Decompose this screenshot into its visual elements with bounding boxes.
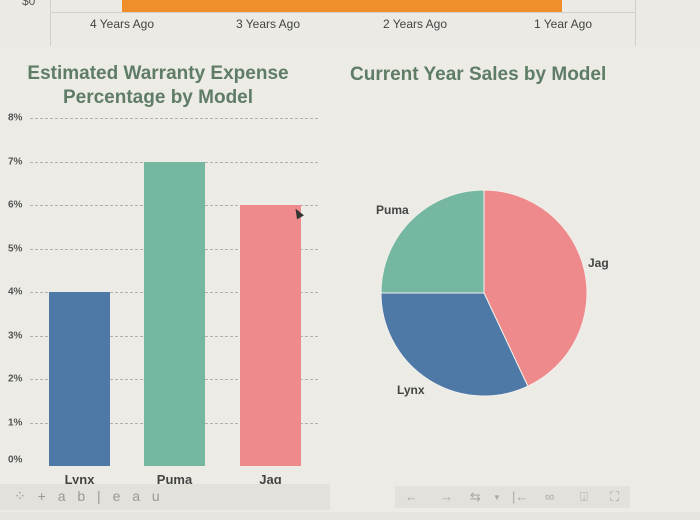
pie-label-lynx: Lynx [397, 383, 425, 397]
gridline [30, 118, 318, 119]
y-tick-label: 1% [8, 417, 23, 428]
reset-icon[interactable]: |← [512, 489, 529, 504]
axis-divider [635, 0, 636, 46]
y-tick-label: 3% [8, 330, 23, 341]
tableau-logo-icon: ⁘ [14, 488, 30, 504]
pie-slice-jag[interactable] [483, 189, 588, 387]
tableau-logo-text: + a b | e a u [37, 488, 164, 504]
download-icon[interactable]: ⍗ [580, 489, 588, 504]
bar-jag[interactable] [240, 205, 301, 466]
x-label: 4 Years Ago [89, 17, 155, 31]
y-tick-label: 7% [8, 156, 23, 167]
y-tick-label: 0% [8, 454, 23, 466]
bar-lynx[interactable] [49, 292, 110, 466]
bar-chart-title-line1: Estimated Warranty Expense [27, 63, 289, 84]
x-label: 1 Year Ago [533, 17, 593, 31]
pie-chart-title: Current Year Sales by Model [350, 64, 607, 85]
fullscreen-icon[interactable]: ⛶ [610, 489, 620, 504]
axis-line [50, 12, 635, 13]
bottom-border [0, 512, 700, 520]
pie-chart [380, 189, 588, 397]
x-label: 2 Years Ago [382, 17, 448, 31]
y-tick-label: 5% [8, 243, 23, 254]
bar-puma[interactable] [144, 161, 205, 466]
tableau-logo[interactable]: ⁘ + a b | e a u [14, 488, 164, 505]
bar-chart-title-line2: Percentage by Model [62, 87, 254, 108]
revert-icon[interactable]: ⇆ [470, 489, 481, 504]
y-tick-label: 6% [8, 199, 23, 211]
pie-label-jag: Jag [588, 256, 609, 270]
y-tick-label: 4% [8, 286, 23, 298]
orange-bar [122, 0, 562, 12]
y-tick-label: 8% [8, 112, 23, 124]
dropdown-icon[interactable]: ▼ [493, 493, 501, 502]
x-category-label: Puma [156, 472, 193, 487]
axis-divider [50, 0, 51, 46]
x-category-label: Lynx [64, 472, 95, 487]
toolbar: ← → ⇆ ▼ |← ∞ ⍗ ⛶ [395, 486, 630, 508]
pie-slice-lynx[interactable] [380, 292, 529, 397]
x-category-label: Jag [259, 472, 282, 487]
x-label: 3 Years Ago [235, 17, 301, 31]
pie-slice-puma[interactable] [380, 189, 485, 294]
undo-icon[interactable]: ← [405, 489, 418, 504]
y-tick-label: 2% [8, 373, 23, 385]
previous-chart-strip: $0 4 Years Ago 3 Years Ago 2 Years Ago 1… [0, 0, 700, 48]
redo-icon[interactable]: → [440, 489, 453, 504]
bar-chart-title: Estimated Warranty Expense Percentage by… [0, 62, 316, 110]
pie-label-puma: Puma [376, 203, 409, 217]
share-icon[interactable]: ∞ [545, 489, 555, 504]
tableau-footer: ⁘ + a b | e a u [0, 484, 330, 510]
y-axis-label-zero: $0 [22, 0, 36, 8]
